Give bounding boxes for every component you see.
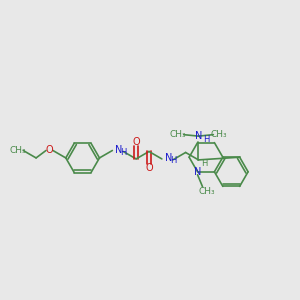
Text: CH₃: CH₃ [10,146,27,155]
Text: CH₃: CH₃ [198,187,215,196]
Text: H: H [202,159,208,168]
Text: N: N [115,145,123,154]
Text: CH₃: CH₃ [211,130,228,139]
Text: O: O [45,146,53,155]
Text: N: N [195,131,202,141]
Text: N: N [165,153,172,163]
Text: H: H [120,148,127,157]
Text: H: H [203,135,210,144]
Text: N: N [194,167,201,177]
Text: O: O [145,163,153,173]
Text: H: H [170,156,176,165]
Text: CH₃: CH₃ [169,130,186,139]
Text: O: O [132,137,140,147]
